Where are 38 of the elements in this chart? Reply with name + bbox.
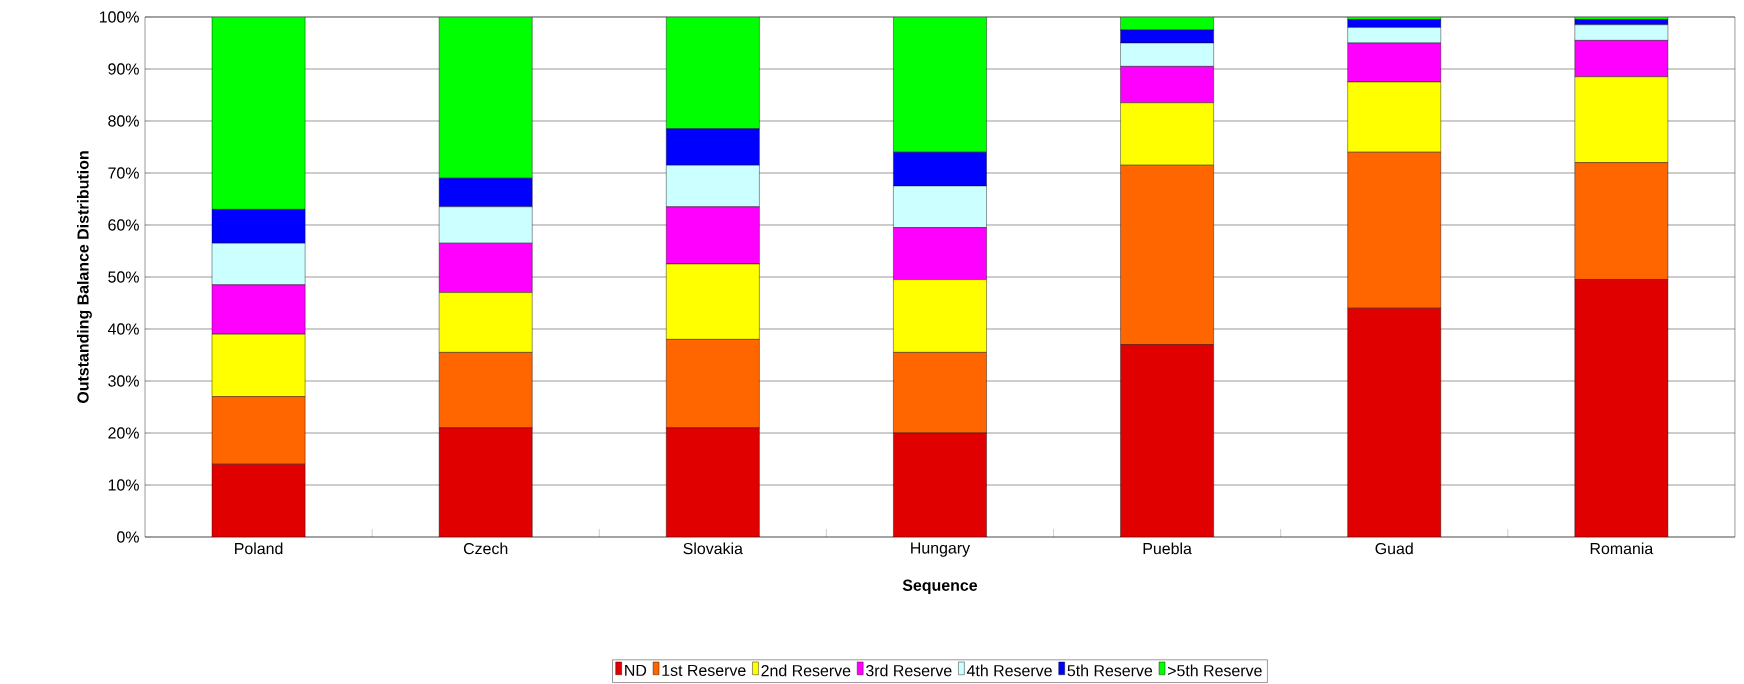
y-tick-label: 70% (108, 167, 139, 179)
x-tick-label: Guad (1375, 542, 1413, 555)
y-tick-label: 0% (117, 531, 139, 543)
y-tick-label: 50% (108, 271, 139, 283)
bar (1574, 279, 1669, 537)
legend-label: >5th Reserve (1167, 664, 1262, 677)
bar (893, 16, 987, 153)
x-tick-label: Romania (1590, 542, 1654, 555)
y-tick-label: 10% (108, 479, 139, 491)
bar (666, 16, 760, 129)
y-tick-label: 40% (107, 323, 139, 335)
bar (893, 432, 987, 537)
x-tick-label: Poland (235, 542, 283, 555)
y-tick-label: 90% (108, 63, 139, 75)
y-tick-label: 30% (108, 375, 139, 387)
y-tick-label: 100% (99, 11, 139, 23)
y-axis-title: Outstanding Balance Distribution (76, 151, 92, 403)
legend-label: 3rd Reserve (866, 664, 952, 677)
x-tick-label: Puebla (1143, 542, 1192, 555)
x-tick-label: Hungary (911, 542, 971, 557)
legend-label: 4th Reserve (966, 664, 1052, 677)
x-axis-title: Sequence (902, 579, 978, 595)
y-tick-label: 80% (108, 115, 139, 127)
x-tick-label: Czech (463, 542, 508, 555)
bar (666, 427, 760, 537)
y-tick-label: 20% (108, 427, 139, 439)
y-tick-label: 60% (108, 219, 139, 231)
bar (211, 464, 306, 537)
x-tick-label: Slovakia (683, 542, 743, 555)
legend-label: 2nd Reserve (761, 664, 851, 677)
legend-label: 1st Reserve (662, 664, 746, 676)
bar (1120, 344, 1214, 537)
bar (438, 427, 533, 537)
bar (211, 16, 306, 210)
bar (1347, 308, 1441, 537)
legend-label: 5th Reserve (1067, 664, 1153, 677)
bar (438, 16, 533, 179)
legend-label: ND (625, 664, 647, 676)
